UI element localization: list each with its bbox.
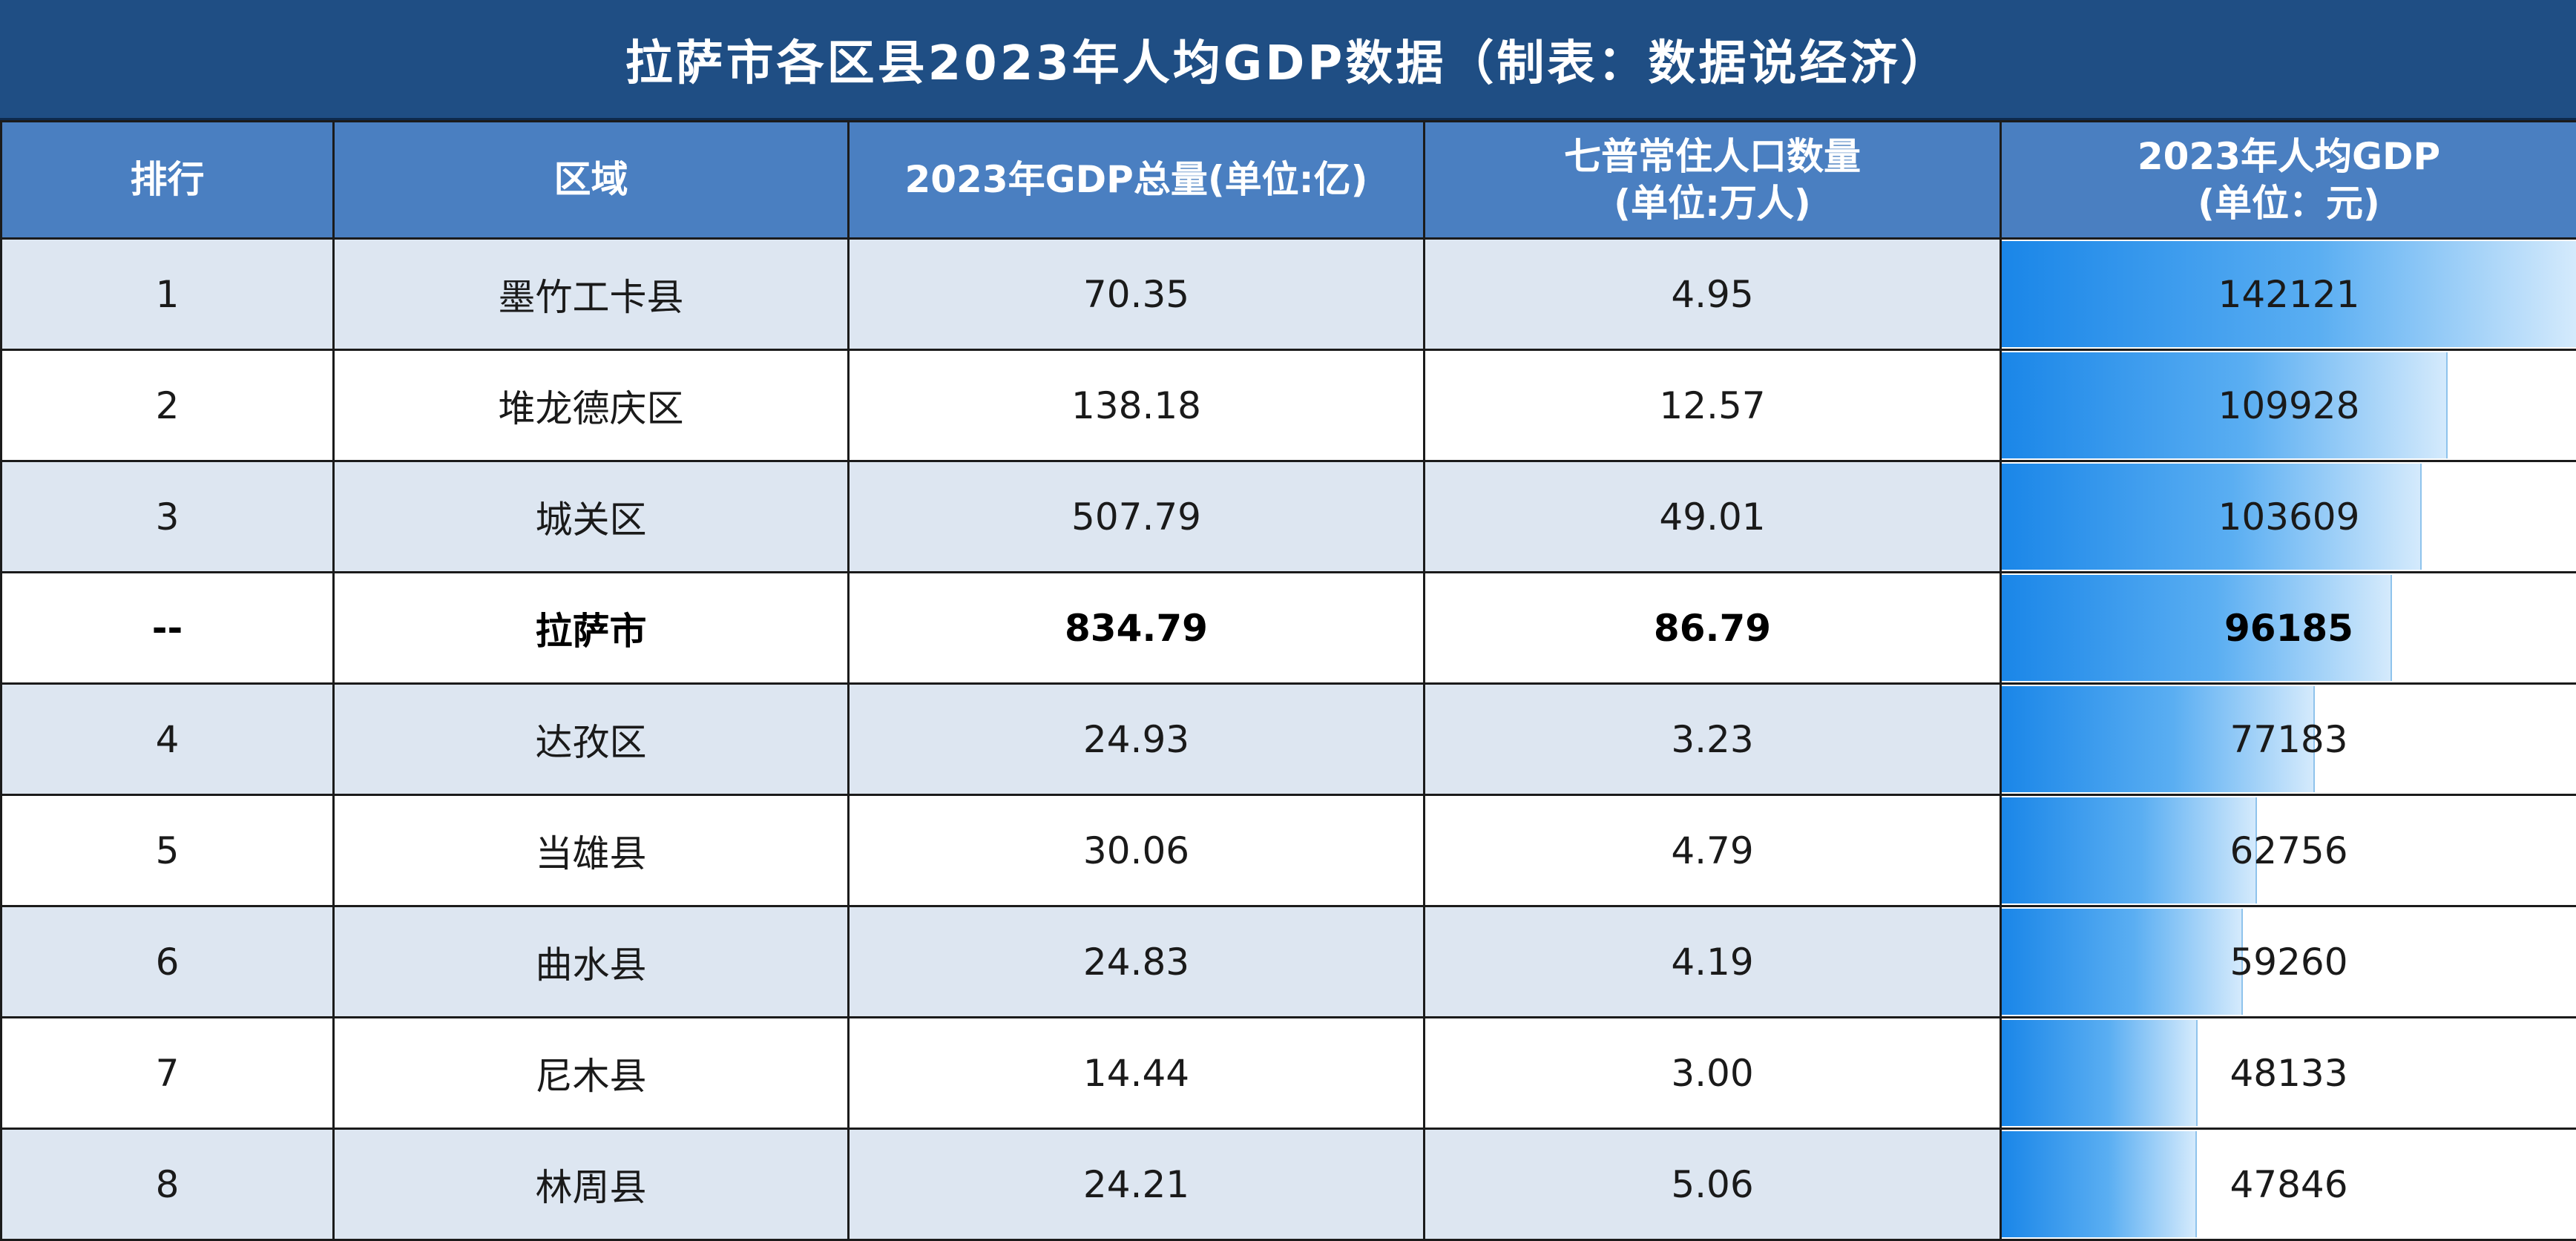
- population-cell: 3.00: [1425, 1018, 2001, 1129]
- per-capita-gdp-value: 142121: [2218, 273, 2360, 316]
- header-per-capita-gdp-line2: (单位：元): [2002, 180, 2576, 227]
- per-capita-gdp-value: 62756: [2230, 829, 2347, 872]
- gdp-cell: 70.35: [849, 239, 1425, 350]
- gdp-cell: 834.79: [849, 573, 1425, 684]
- region-cell: 林周县: [334, 1129, 849, 1240]
- per-capita-gdp-cell: 47846: [2001, 1129, 2576, 1240]
- region-cell: 城关区: [334, 461, 849, 573]
- per-capita-gdp-value: 59260: [2230, 941, 2347, 984]
- header-population: 七普常住人口数量 (单位:万人): [1425, 122, 2001, 239]
- gdp-cell: 507.79: [849, 461, 1425, 573]
- region-cell: 曲水县: [334, 906, 849, 1018]
- population-cell: 4.95: [1425, 239, 2001, 350]
- data-bar: [2002, 1131, 2197, 1237]
- gdp-cell: 24.83: [849, 906, 1425, 1018]
- header-gdp: 2023年GDP总量(单位:亿): [849, 122, 1425, 239]
- rank-cell: 3: [1, 461, 334, 573]
- header-rank: 排行: [1, 122, 334, 239]
- per-capita-gdp-cell: 62756: [2001, 795, 2576, 906]
- per-capita-gdp-cell: 96185: [2001, 573, 2576, 684]
- population-cell: 4.19: [1425, 906, 2001, 1018]
- rank-cell: 2: [1, 350, 334, 461]
- rank-cell: 1: [1, 239, 334, 350]
- gdp-table: 排行 区域 2023年GDP总量(单位:亿) 七普常住人口数量 (单位:万人) …: [0, 120, 2576, 1241]
- rank-cell: 4: [1, 684, 334, 795]
- gdp-cell: 138.18: [849, 350, 1425, 461]
- rank-cell: --: [1, 573, 334, 684]
- gdp-cell: 14.44: [849, 1018, 1425, 1129]
- per-capita-gdp-cell: 77183: [2001, 684, 2576, 795]
- rank-cell: 6: [1, 906, 334, 1018]
- region-cell: 墨竹工卡县: [334, 239, 849, 350]
- region-cell: 堆龙德庆区: [334, 350, 849, 461]
- gdp-cell: 24.21: [849, 1129, 1425, 1240]
- header-row: 排行 区域 2023年GDP总量(单位:亿) 七普常住人口数量 (单位:万人) …: [1, 122, 2576, 239]
- header-population-line2: (单位:万人): [1425, 180, 2000, 227]
- population-cell: 5.06: [1425, 1129, 2001, 1240]
- data-bar: [2002, 1020, 2198, 1126]
- population-cell: 3.23: [1425, 684, 2001, 795]
- per-capita-gdp-value: 109928: [2218, 384, 2360, 427]
- per-capita-gdp-cell: 103609: [2001, 461, 2576, 573]
- per-capita-gdp-value: 96185: [2224, 607, 2353, 650]
- population-cell: 49.01: [1425, 461, 2001, 573]
- rank-cell: 5: [1, 795, 334, 906]
- data-bar: [2002, 909, 2243, 1015]
- region-cell: 拉萨市: [334, 573, 849, 684]
- rank-cell: 7: [1, 1018, 334, 1129]
- population-cell: 4.79: [1425, 795, 2001, 906]
- per-capita-gdp-value: 47846: [2230, 1163, 2347, 1206]
- per-capita-gdp-value: 77183: [2230, 718, 2347, 761]
- region-cell: 尼木县: [334, 1018, 849, 1129]
- header-per-capita-gdp: 2023年人均GDP (单位：元): [2001, 122, 2576, 239]
- per-capita-gdp-cell: 48133: [2001, 1018, 2576, 1129]
- region-cell: 达孜区: [334, 684, 849, 795]
- header-region: 区域: [334, 122, 849, 239]
- per-capita-gdp-cell: 59260: [2001, 906, 2576, 1018]
- gdp-cell: 30.06: [849, 795, 1425, 906]
- data-bar: [2002, 797, 2257, 903]
- table-title: 拉萨市各区县2023年人均GDP数据（制表：数据说经济）: [0, 0, 2576, 120]
- gdp-cell: 24.93: [849, 684, 1425, 795]
- population-cell: 86.79: [1425, 573, 2001, 684]
- rank-cell: 8: [1, 1129, 334, 1240]
- per-capita-gdp-value: 103609: [2218, 496, 2360, 539]
- per-capita-gdp-cell: 142121: [2001, 239, 2576, 350]
- per-capita-gdp-value: 48133: [2230, 1052, 2347, 1095]
- population-cell: 12.57: [1425, 350, 2001, 461]
- region-cell: 当雄县: [334, 795, 849, 906]
- header-per-capita-gdp-line1: 2023年人均GDP: [2002, 134, 2576, 180]
- per-capita-gdp-cell: 109928: [2001, 350, 2576, 461]
- header-population-line1: 七普常住人口数量: [1425, 134, 2000, 180]
